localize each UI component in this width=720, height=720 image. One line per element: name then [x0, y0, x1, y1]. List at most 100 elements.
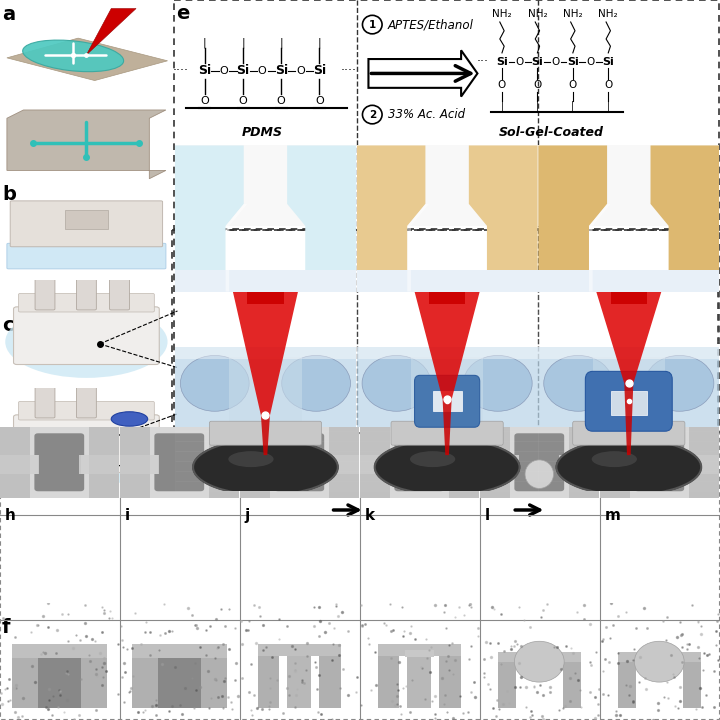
Polygon shape	[469, 145, 538, 292]
Bar	[258, 644, 279, 708]
Polygon shape	[225, 204, 248, 292]
Text: NH₂: NH₂	[492, 9, 512, 19]
Text: ···: ···	[477, 55, 489, 68]
Bar	[614, 392, 643, 411]
Bar	[356, 270, 538, 292]
Bar	[378, 644, 461, 656]
Bar	[175, 270, 356, 292]
FancyBboxPatch shape	[109, 279, 130, 310]
Bar	[618, 652, 636, 708]
Text: APTES/Ethanol: APTES/Ethanol	[387, 18, 474, 31]
Text: e: e	[176, 4, 189, 23]
Ellipse shape	[22, 40, 124, 72]
Text: NH₂: NH₂	[528, 9, 547, 19]
Text: |: |	[571, 101, 575, 111]
Bar	[209, 427, 238, 498]
Bar	[689, 427, 719, 498]
Text: O: O	[315, 96, 324, 106]
Polygon shape	[589, 204, 611, 292]
Bar	[611, 392, 647, 415]
Ellipse shape	[362, 356, 431, 411]
Bar	[611, 292, 647, 304]
Text: NH₂: NH₂	[563, 9, 582, 19]
Text: c: c	[2, 316, 14, 335]
Bar	[600, 427, 719, 498]
Bar	[320, 455, 359, 474]
Text: b: b	[2, 185, 16, 204]
Bar	[0, 427, 119, 498]
Bar	[600, 455, 639, 474]
Text: O: O	[551, 57, 559, 67]
Bar	[79, 455, 119, 474]
FancyBboxPatch shape	[76, 387, 96, 418]
FancyBboxPatch shape	[415, 375, 480, 427]
Polygon shape	[261, 415, 270, 455]
Bar	[433, 392, 462, 411]
Polygon shape	[30, 455, 38, 474]
Bar	[12, 644, 38, 708]
Bar	[539, 348, 719, 427]
Text: O: O	[516, 57, 524, 67]
FancyBboxPatch shape	[395, 441, 443, 488]
Polygon shape	[287, 145, 356, 292]
Polygon shape	[539, 145, 607, 292]
Text: |: |	[279, 37, 283, 48]
Ellipse shape	[5, 414, 168, 486]
FancyBboxPatch shape	[274, 433, 324, 491]
Text: NH₂: NH₂	[598, 9, 618, 19]
Polygon shape	[175, 145, 244, 292]
Text: 2: 2	[369, 109, 376, 120]
FancyBboxPatch shape	[35, 279, 55, 310]
Bar	[408, 656, 431, 708]
Ellipse shape	[647, 464, 671, 487]
Bar	[0, 433, 719, 719]
Bar	[329, 427, 359, 498]
FancyBboxPatch shape	[210, 421, 322, 445]
Text: Si: Si	[199, 64, 212, 77]
Polygon shape	[201, 455, 209, 474]
Bar	[618, 652, 701, 662]
Bar	[229, 357, 302, 427]
Text: |: |	[241, 37, 245, 48]
Bar	[356, 348, 538, 359]
FancyBboxPatch shape	[175, 145, 356, 226]
Bar	[172, 230, 718, 445]
Ellipse shape	[514, 642, 564, 682]
Polygon shape	[369, 50, 477, 96]
Bar	[240, 427, 269, 498]
Text: O: O	[604, 80, 613, 90]
Text: O: O	[277, 96, 286, 106]
Bar	[563, 652, 581, 708]
Ellipse shape	[410, 451, 455, 467]
Ellipse shape	[112, 412, 148, 426]
Polygon shape	[150, 455, 158, 474]
Text: 1: 1	[369, 19, 376, 30]
Text: Si: Si	[567, 57, 579, 67]
FancyBboxPatch shape	[10, 201, 163, 247]
FancyBboxPatch shape	[356, 145, 538, 226]
Bar	[683, 652, 701, 708]
Polygon shape	[7, 38, 168, 81]
Bar	[593, 357, 665, 427]
Ellipse shape	[228, 451, 274, 467]
Bar	[174, 0, 719, 230]
Bar	[0, 455, 39, 474]
Bar	[132, 644, 227, 658]
Bar	[378, 644, 399, 708]
Bar	[439, 644, 461, 708]
FancyBboxPatch shape	[539, 145, 719, 226]
Text: a: a	[2, 5, 15, 24]
FancyBboxPatch shape	[572, 421, 685, 445]
Bar	[480, 455, 519, 474]
Text: g: g	[176, 434, 190, 453]
Circle shape	[362, 15, 382, 34]
Bar	[360, 455, 399, 474]
Text: |: |	[500, 101, 503, 111]
FancyBboxPatch shape	[154, 433, 204, 491]
FancyBboxPatch shape	[7, 243, 166, 269]
Bar	[12, 644, 107, 658]
Bar	[120, 427, 238, 498]
FancyBboxPatch shape	[585, 372, 672, 431]
FancyBboxPatch shape	[283, 436, 316, 487]
Text: O: O	[498, 80, 506, 90]
